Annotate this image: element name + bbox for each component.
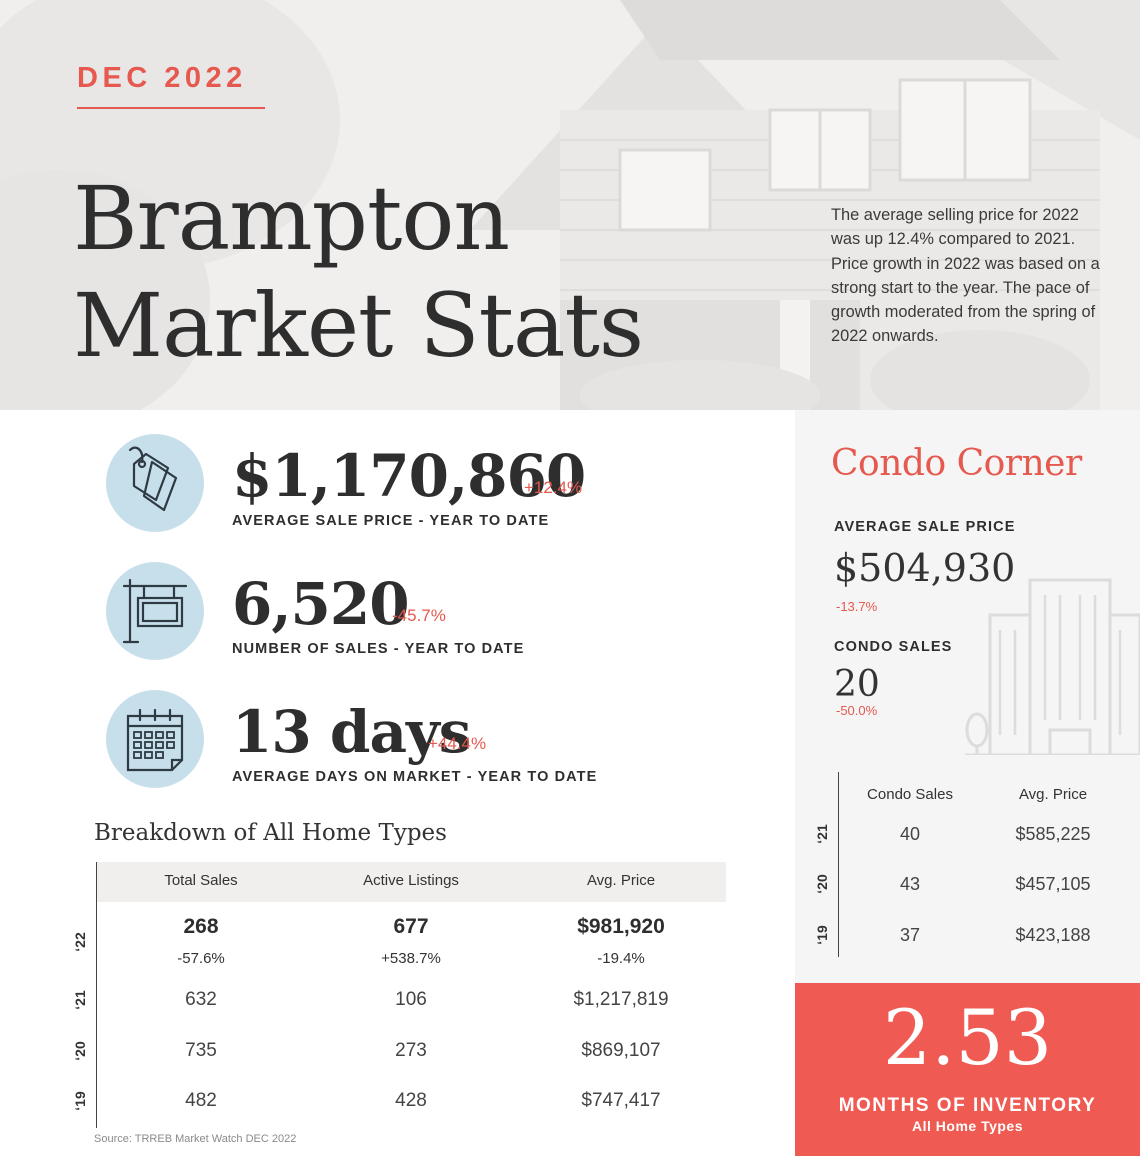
condo-corner-title: Condo Corner xyxy=(831,443,1082,484)
page-title: Brampton Market Stats xyxy=(73,165,644,380)
table-cell: $747,417 xyxy=(581,1090,661,1111)
stat-change: -45.7% xyxy=(392,606,446,625)
report-date: DEC 2022 xyxy=(77,62,247,94)
table-cell: $1,217,819 xyxy=(573,989,669,1010)
year-label: ‘21 xyxy=(72,990,88,1010)
stat-label: AVERAGE SALE PRICE - YEAR TO DATE xyxy=(232,513,550,529)
table-cell: 632 xyxy=(185,989,217,1010)
table-cell: 482 xyxy=(185,1090,217,1111)
breakdown-column-total-sales: Total Sales xyxy=(164,872,238,889)
table-cell: 268 xyxy=(183,915,219,938)
condo-column-sales: Condo Sales xyxy=(867,786,953,803)
condo-table-cell: $423,188 xyxy=(1015,925,1091,945)
breakdown-header-bar xyxy=(97,862,726,902)
inventory-label: MONTHS OF INVENTORY xyxy=(838,1095,1097,1116)
year-label: ‘19 xyxy=(814,925,830,945)
condo-table-cell: $585,225 xyxy=(1015,824,1091,844)
year-label: ‘19 xyxy=(72,1091,88,1111)
stat-icon-circle xyxy=(106,690,204,788)
condo-sales: 20 xyxy=(834,664,880,705)
stat-change: +12.4% xyxy=(524,478,583,497)
year-label: ‘22 xyxy=(72,932,88,952)
breakdown-divider xyxy=(96,862,97,1128)
inventory-value: 2.53 xyxy=(882,993,1053,1082)
table-cell: 735 xyxy=(185,1040,217,1061)
source-note: Source: TRREB Market Watch DEC 2022 xyxy=(94,1133,297,1145)
condo-avg-price-change: -13.7% xyxy=(836,599,878,614)
stat-icon-circle xyxy=(106,562,204,660)
breakdown-title: Breakdown of All Home Types xyxy=(94,820,447,846)
breakdown-column-active-listings: Active Listings xyxy=(363,872,459,889)
date-underline xyxy=(77,107,265,109)
stat-value: 13 days xyxy=(232,698,471,766)
year-label: ‘20 xyxy=(72,1041,88,1061)
stat-change: +44.4% xyxy=(428,734,487,753)
stat-days-on-market: 13 days +44.4% AVERAGE DAYS ON MARKET - … xyxy=(106,690,766,790)
condo-column-avg-price: Avg. Price xyxy=(1018,786,1088,803)
condo-sales-label: CONDO SALES xyxy=(834,639,953,655)
stat-number-of-sales: 6,520 -45.7% NUMBER OF SALES - YEAR TO D… xyxy=(106,562,766,662)
condo-building-icon xyxy=(965,578,1140,755)
table-cell-change: +538.7% xyxy=(381,950,441,967)
inventory-panel xyxy=(795,983,1140,1156)
calendar-icon xyxy=(126,708,184,772)
sale-sign-icon xyxy=(122,578,188,644)
stat-icon-circle xyxy=(106,434,204,532)
title-line-2: Market Stats xyxy=(73,274,644,378)
table-cell: 428 xyxy=(395,1090,427,1111)
house-background-image xyxy=(0,0,1140,410)
condo-table-cell: $457,105 xyxy=(1015,874,1091,894)
table-cell: 273 xyxy=(395,1040,427,1061)
stat-value: $1,170,860 xyxy=(232,442,586,510)
title-line-1: Brampton xyxy=(73,167,510,270)
year-label: ‘21 xyxy=(814,824,830,844)
condo-table-cell: 43 xyxy=(899,874,921,894)
table-cell: 677 xyxy=(393,915,429,938)
stat-label: NUMBER OF SALES - YEAR TO DATE xyxy=(232,641,525,657)
condo-table-cell: 37 xyxy=(899,925,921,945)
year-label: ‘20 xyxy=(814,874,830,894)
condo-avg-price-label: AVERAGE SALE PRICE xyxy=(834,519,1016,535)
condo-sales-change: -50.0% xyxy=(836,703,878,718)
inventory-sublabel: All Home Types xyxy=(912,1118,1023,1134)
condo-avg-price: $504,930 xyxy=(834,546,1016,590)
condo-table-divider xyxy=(838,772,839,957)
price-tag-icon xyxy=(128,446,178,512)
breakdown-column-avg-price: Avg. Price xyxy=(586,872,656,889)
table-cell: 106 xyxy=(395,989,427,1010)
stat-average-sale-price: $1,170,860 +12.4% AVERAGE SALE PRICE - Y… xyxy=(106,434,766,534)
table-cell: $869,107 xyxy=(581,1040,661,1061)
table-cell-change: -19.4% xyxy=(597,950,645,967)
intro-paragraph: The average selling price for 2022 was u… xyxy=(831,206,1100,346)
table-cell-change: -57.6% xyxy=(177,950,225,967)
hero-banner: DEC 2022 Brampton Market Stats The avera… xyxy=(0,0,1140,410)
condo-corner-panel xyxy=(795,410,1140,983)
condo-table-cell: 40 xyxy=(899,824,921,844)
table-cell: $981,920 xyxy=(577,915,665,938)
stat-value: 6,520 xyxy=(232,570,410,638)
stat-label: AVERAGE DAYS ON MARKET - YEAR TO DATE xyxy=(232,769,598,785)
